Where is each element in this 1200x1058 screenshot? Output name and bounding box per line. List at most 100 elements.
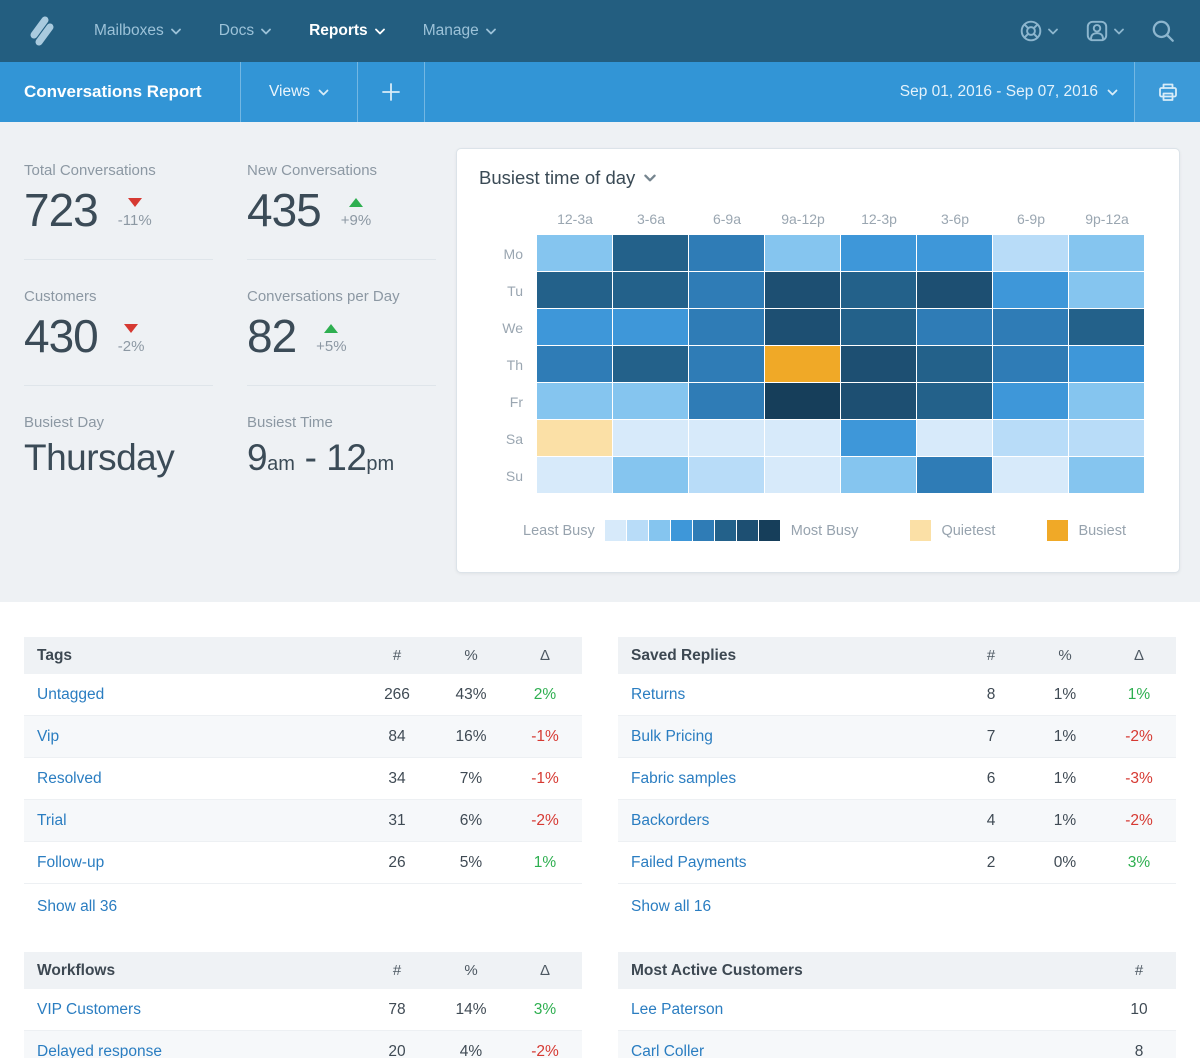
stat-delta-value: -11% [117,212,152,229]
legend-swatch [758,520,780,541]
nav-item-label: Manage [422,22,479,39]
table-row: Trial 31 6% -2% [24,800,582,842]
table-row-link[interactable]: Failed Payments [631,853,747,871]
chevron-down-icon [261,28,272,35]
heatmap-cell [917,420,992,456]
table-percent: 1% [1053,769,1077,787]
table-row-link[interactable]: Lee Paterson [631,1000,724,1018]
show-all-link[interactable]: Show all 36 [37,898,118,915]
dashboard-summary: Total Conversations 723 -11% New Conversati… [0,122,1200,602]
saved-replies-table: Saved Replies #% Δ Returns 8 1% 1% Bulk Pricing… [618,637,1176,930]
stat-customers: Customers 430 -2% [24,288,213,386]
account-menu-button[interactable] [1084,18,1124,44]
table-count: 84 [388,727,406,745]
table-row-link[interactable]: Resolved [37,769,102,787]
stat-value-row: 723 -11% [24,187,213,233]
add-view-button[interactable] [358,62,424,122]
stat-busiest-time: Busiest Time 9am - 12pm [247,414,436,502]
heatmap-cell [993,383,1068,419]
stat-label: Customers [24,288,97,305]
heatmap-cell [537,235,612,271]
chevron-down-icon [374,28,385,35]
topnav-right [1018,18,1176,44]
table-row-link[interactable]: Vip [37,727,60,745]
table-count: 266 [384,685,410,703]
toolbar-divider [1134,62,1135,122]
table-delta: 3% [1127,853,1151,871]
stat-delta-value: -2% [117,338,145,355]
heatmap-column-labels: 12-3a 3-6a 6-9a 9a-12p 12-3p 3-6p 6-9p 9p-12a [481,211,1179,227]
top-navigation: Mailboxes Docs Reports Manage [0,0,1200,62]
table-show-all-row: Show all 16 [618,884,1176,930]
print-button[interactable] [1135,62,1200,122]
table-row-link[interactable]: Delayed response [37,1042,162,1058]
table-header: Workflows #% Δ [24,952,582,989]
table-row-link[interactable]: Untagged [37,685,105,703]
legend-quietest-label: Quietest [941,522,996,539]
heatmap-cell [689,457,764,493]
heatmap-cell [765,309,840,345]
nav-item-manage[interactable]: Manage [423,22,496,40]
busiest-time-card: Busiest time of day 12-3a 3-6a 6-9a 9a-12p 1… [456,148,1180,573]
table-row-link[interactable]: Follow-up [37,853,105,871]
legend-least-label: Least Busy [523,522,595,539]
search-button[interactable] [1150,18,1176,44]
heatmap-cell [993,272,1068,308]
stat-value: 435 [247,184,322,236]
chevron-down-icon [485,28,496,35]
stat-label: New Conversations [247,162,378,179]
date-range-picker[interactable]: Sep 01, 2016 - Sep 07, 2016 [900,62,1134,122]
heatmap-row-label: Sa [505,430,523,447]
heatmap-row-label: Mo [503,245,523,262]
table-percent: 5% [459,853,483,871]
heatmap-cell [765,346,840,382]
table-percent: 6% [459,811,483,829]
help-lifebuoy-icon [1020,20,1042,42]
legend-swatch [626,520,648,541]
heatmap-col-label: 3-6p [940,211,970,227]
nav-item-mailboxes[interactable]: Mailboxes [94,22,181,40]
table-row-link[interactable]: Fabric samples [631,769,737,787]
help-menu-button[interactable] [1018,18,1058,44]
nav-item-docs[interactable]: Docs [219,22,272,40]
heatmap-cell [1069,272,1144,308]
table-col-header: # [392,647,402,664]
heatmap-label-spacer [481,211,537,227]
table-row: VIP Customers 78 14% 3% [24,989,582,1031]
legend-busiest-label: Busiest [1078,522,1126,539]
plus-icon [382,83,400,101]
tags-table: Tags #% Δ Untagged 266 43% 2% Vip 84 16% -1% Resolv… [24,637,582,930]
table-row-link[interactable]: Bulk Pricing [631,727,713,745]
table-row-link[interactable]: Carl Coller [631,1042,705,1058]
table-row-link[interactable]: Backorders [631,811,710,829]
card-title-dropdown[interactable]: Busiest time of day [457,149,1179,189]
print-icon [1158,83,1177,101]
heatmap-cell [613,420,688,456]
heatmap-cell [537,309,612,345]
toolbar-divider [357,62,358,122]
table-row-link[interactable]: Trial [37,811,67,829]
table-delta: -1% [531,769,559,787]
heatmap-row: Mo [481,235,1179,272]
heatmap-cell [917,383,992,419]
heatmap-cell [917,272,992,308]
views-dropdown[interactable]: Views [241,62,357,122]
heatmap-cell [917,457,992,493]
heatmap-cell [841,272,916,308]
heatmap-cell [613,272,688,308]
table-col-header: % [464,647,478,664]
legend-swatch [648,520,670,541]
nav-item-reports[interactable]: Reports [309,22,385,40]
table-row-link[interactable]: VIP Customers [37,1000,141,1018]
show-all-link[interactable]: Show all 16 [631,898,712,915]
table-row-link[interactable]: Returns [631,685,686,703]
table-count: 31 [388,811,406,829]
heatmap-cell [537,420,612,456]
table-title: Most Active Customers [631,961,803,979]
stat-label: Total Conversations [24,162,156,179]
helpscout-logo-icon[interactable] [24,13,60,49]
heatmap-cell [765,272,840,308]
stat-busiest-day: Busiest Day Thursday [24,414,213,502]
heatmap-row: Sa [481,420,1179,457]
chevron-down-icon [1107,89,1118,95]
